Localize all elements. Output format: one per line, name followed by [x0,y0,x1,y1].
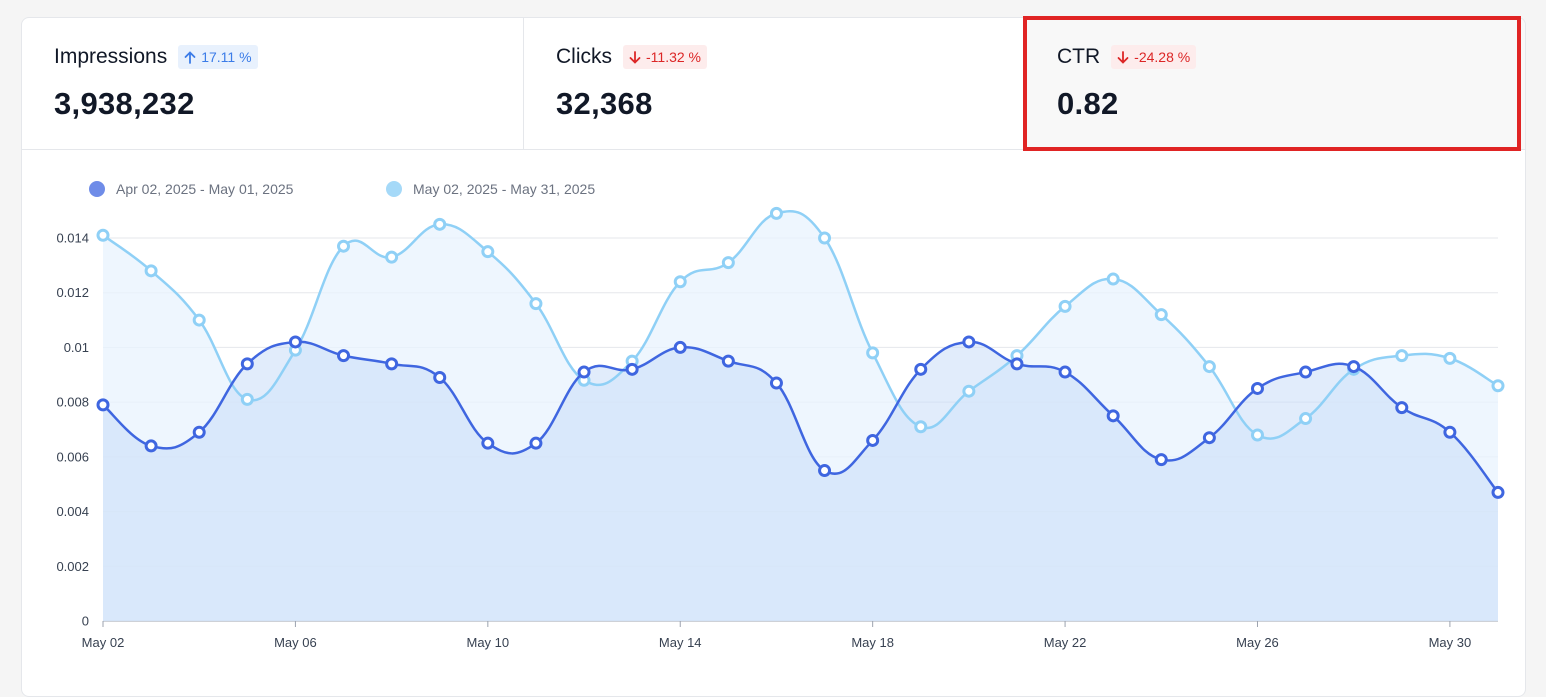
arrow-down-icon [629,50,641,64]
metrics-row: Impressions 17.11 % 3,938,232 Clicks -11… [22,18,1525,150]
x-tick-label: May 02 [82,635,125,650]
previous-period-point[interactable] [240,357,254,371]
previous-period-point[interactable] [1154,453,1168,467]
previous-period-point[interactable] [721,354,735,368]
current-period-point[interactable] [1202,360,1216,374]
current-period-point[interactable] [914,420,928,434]
previous-period-point[interactable] [577,365,591,379]
metric-title: Impressions [54,45,168,68]
metric-clicks[interactable]: Clicks -11.32 % 32,368 [523,18,1024,149]
x-tick-label: May 18 [851,635,894,650]
y-tick-label: 0 [82,614,89,629]
previous-period-point[interactable] [337,349,351,363]
previous-period-point[interactable] [385,357,399,371]
previous-period-point[interactable] [1250,381,1264,395]
previous-period-point[interactable] [1347,360,1361,374]
current-period-point[interactable] [529,297,543,311]
legend-marker[interactable] [386,181,402,197]
previous-period-point[interactable] [288,335,302,349]
previous-period-point[interactable] [1010,357,1024,371]
previous-period-point[interactable] [529,436,543,450]
y-tick-label: 0.008 [56,395,89,410]
y-tick-label: 0.012 [56,285,89,300]
legend-label[interactable]: Apr 02, 2025 - May 01, 2025 [116,181,294,197]
metric-value: 3,938,232 [54,86,195,121]
previous-period-point[interactable] [914,362,928,376]
previous-period-point[interactable] [96,398,110,412]
previous-period-point[interactable] [144,439,158,453]
current-period-point[interactable] [1395,349,1409,363]
current-period-point[interactable] [1443,351,1457,365]
current-period-point[interactable] [385,250,399,264]
previous-period-point[interactable] [673,340,687,354]
metric-ctr[interactable]: CTR -24.28 % 0.82 [1024,18,1525,149]
y-tick-label: 0.006 [56,449,89,464]
previous-period-point[interactable] [1491,485,1505,499]
y-tick-label: 0.002 [56,559,89,574]
current-period-point[interactable] [481,245,495,259]
y-tick-label: 0.01 [64,340,89,355]
change-value: -24.28 % [1134,49,1191,65]
previous-period-point[interactable] [1106,409,1120,423]
previous-period-point[interactable] [192,425,206,439]
x-tick-label: May 10 [467,635,510,650]
previous-period-point[interactable] [1395,401,1409,415]
current-period-point[interactable] [818,231,832,245]
previous-period-point[interactable] [1443,425,1457,439]
current-period-point[interactable] [1106,272,1120,286]
legend-label[interactable]: May 02, 2025 - May 31, 2025 [413,181,595,197]
legend-marker[interactable] [89,181,105,197]
current-period-point[interactable] [192,313,206,327]
x-tick-label: May 30 [1429,635,1472,650]
metric-value: 32,368 [556,86,653,121]
previous-period-point[interactable] [1299,365,1313,379]
ctr-chart: 0 0.002 0.004 0.006 0.008 0.01 0.012 0.014 May 0… [56,181,1505,650]
metric-title: Clicks [556,45,612,68]
x-tick-label: May 22 [1044,635,1087,650]
current-period-point[interactable] [673,275,687,289]
previous-period-point[interactable] [962,335,976,349]
current-period-point[interactable] [433,217,447,231]
change-value: -11.32 % [646,49,701,65]
current-period-point[interactable] [769,206,783,220]
x-tick-label: May 14 [659,635,702,650]
current-period-point[interactable] [337,239,351,253]
y-tick-label: 0.014 [56,231,89,246]
previous-period-point[interactable] [769,376,783,390]
metric-impressions[interactable]: Impressions 17.11 % 3,938,232 [22,18,523,149]
current-period-point[interactable] [962,384,976,398]
previous-period-point[interactable] [866,433,880,447]
current-period-point[interactable] [96,228,110,242]
current-period-point[interactable] [1058,299,1072,313]
change-badge: 17.11 % [178,45,258,69]
metric-title: CTR [1057,45,1101,68]
current-period-point[interactable] [1299,412,1313,426]
current-period-point[interactable] [1154,308,1168,322]
previous-period-point[interactable] [433,371,447,385]
x-tick-label: May 26 [1236,635,1279,650]
arrow-down-icon [1117,50,1129,64]
previous-period-point[interactable] [625,362,639,376]
arrow-up-icon [184,50,196,64]
change-badge: -11.32 % [623,45,707,69]
current-period-point[interactable] [721,256,735,270]
previous-period-point[interactable] [1058,365,1072,379]
current-period-point[interactable] [1250,428,1264,442]
previous-period-point[interactable] [818,464,832,478]
change-badge: -24.28 % [1111,45,1197,69]
change-value: 17.11 % [201,49,252,65]
previous-period-point[interactable] [1202,431,1216,445]
previous-period-area [103,341,1498,621]
current-period-point[interactable] [1491,379,1505,393]
metric-value: 0.82 [1057,86,1119,121]
y-tick-label: 0.004 [56,504,89,519]
previous-period-point[interactable] [481,436,495,450]
current-period-point[interactable] [144,264,158,278]
current-period-point[interactable] [240,392,254,406]
current-period-point[interactable] [866,346,880,360]
x-tick-label: May 06 [274,635,317,650]
